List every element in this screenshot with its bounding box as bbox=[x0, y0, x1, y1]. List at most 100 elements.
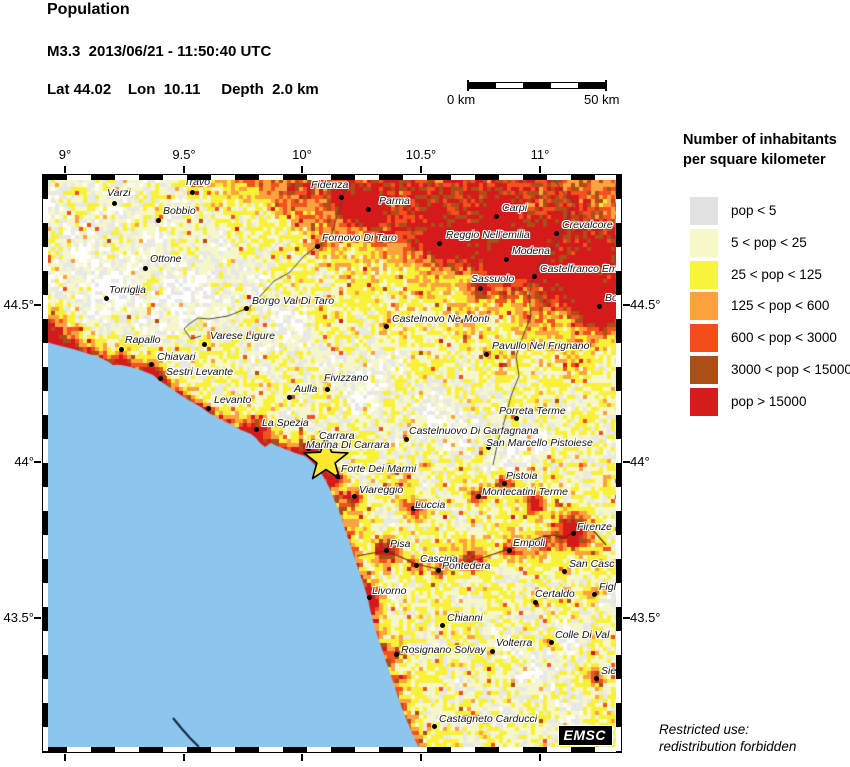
scale-label-fifty: 50 km bbox=[584, 92, 620, 107]
lon-tick bbox=[420, 166, 422, 173]
city-dot bbox=[432, 724, 437, 729]
city-label: Figl bbox=[599, 581, 616, 593]
city-label: Castelfranco Em bbox=[540, 263, 618, 275]
city-dot bbox=[339, 195, 344, 200]
city-dot bbox=[143, 266, 148, 271]
city-dot bbox=[384, 548, 389, 553]
city-label: Firenze bbox=[577, 521, 613, 533]
city-dot bbox=[490, 649, 495, 654]
scale-label-zero: 0 km bbox=[447, 92, 476, 107]
legend-label: pop < 5 bbox=[731, 203, 777, 218]
lon-label-top: 9° bbox=[58, 147, 72, 162]
lon-tick bbox=[64, 166, 66, 173]
city-dot bbox=[514, 416, 519, 421]
lon-label-top: 11° bbox=[530, 147, 550, 162]
legend-swatch bbox=[690, 260, 718, 289]
city-label: Sassuolo bbox=[471, 273, 515, 285]
scale-segment bbox=[496, 83, 524, 88]
city-label: Certaldo bbox=[535, 588, 575, 600]
city-dot bbox=[202, 342, 207, 347]
city-dot bbox=[206, 406, 211, 411]
page-title: Population bbox=[47, 1, 130, 18]
map-scale-bar bbox=[467, 80, 607, 91]
city-label: Sestri Levante bbox=[166, 366, 234, 378]
lon-tick bbox=[539, 166, 541, 173]
lat-tick bbox=[623, 617, 630, 619]
legend-label: 5 < pop < 25 bbox=[731, 234, 807, 250]
city-label: Pavullo Nel Frignano bbox=[492, 340, 590, 352]
city-label: Rosignano Solvay bbox=[401, 644, 486, 656]
scale-end-tick bbox=[467, 80, 469, 91]
scale-segment bbox=[550, 83, 578, 88]
legend-swatch bbox=[690, 228, 718, 257]
city-label: Montecatini Terme bbox=[482, 486, 568, 498]
city-dot bbox=[190, 190, 195, 195]
lat-tick bbox=[623, 304, 630, 306]
legend-swatch bbox=[690, 197, 718, 225]
scale-segment bbox=[577, 83, 606, 88]
city-label: Marina Di Carrara bbox=[306, 439, 390, 451]
emsc-logo: EMSC bbox=[557, 725, 613, 746]
lon-tick bbox=[183, 754, 185, 761]
city-dot bbox=[315, 244, 320, 249]
city-dot bbox=[562, 569, 567, 574]
lon-label-top: 10.5° bbox=[405, 147, 437, 162]
lat-tick bbox=[623, 461, 630, 463]
earthquake-location-depth: Lat 44.02 Lon 10.11 Depth 2.0 km bbox=[47, 81, 319, 98]
city-dot bbox=[437, 241, 442, 246]
city-label: San Casc bbox=[569, 558, 615, 570]
city-dot bbox=[597, 304, 602, 309]
neatline-bottom bbox=[43, 747, 621, 752]
city-label: La Spezia bbox=[262, 417, 309, 429]
city-label: Chiavari bbox=[157, 351, 196, 363]
scale-segment bbox=[469, 83, 497, 88]
legend-title: Number of inhabitants per square kilomet… bbox=[683, 132, 837, 168]
city-dot bbox=[104, 296, 109, 301]
city-label: Bobbio bbox=[163, 205, 196, 217]
lon-tick bbox=[64, 754, 66, 761]
lon-tick bbox=[183, 166, 185, 173]
lat-tick bbox=[34, 617, 41, 619]
legend-swatch bbox=[690, 292, 718, 321]
city-label: Luccia bbox=[415, 499, 446, 511]
city-dot bbox=[394, 652, 399, 657]
city-label: Castelnovo Ne Monti bbox=[392, 313, 490, 325]
city-dot bbox=[306, 446, 311, 451]
city-dot bbox=[507, 548, 512, 553]
lat-tick bbox=[34, 461, 41, 463]
lat-label-right: 43.5° bbox=[630, 610, 661, 625]
city-label: Fidenza bbox=[311, 179, 349, 191]
city-label: Pistoia bbox=[506, 470, 538, 482]
city-label: Fivizzano bbox=[324, 372, 369, 384]
legend-label: 600 < pop < 3000 bbox=[731, 330, 837, 346]
lat-label-left: 43.5° bbox=[3, 610, 34, 625]
legend-swatch bbox=[690, 356, 718, 384]
lon-tick bbox=[420, 754, 422, 761]
city-label: Aulla bbox=[294, 383, 318, 395]
lon-label-top: 10° bbox=[292, 147, 312, 162]
neatline-left bbox=[43, 175, 48, 752]
city-label: Crevalcore bbox=[562, 219, 613, 231]
scale-end-tick bbox=[605, 80, 607, 91]
city-dot bbox=[504, 257, 509, 262]
city-dot bbox=[594, 676, 599, 681]
city-dot bbox=[112, 201, 117, 206]
legend-label: 3000 < pop < 15000 bbox=[731, 362, 850, 377]
city-label: Empoli bbox=[513, 537, 546, 549]
city-dot bbox=[254, 427, 259, 432]
city-label: Livorno bbox=[372, 585, 407, 597]
neatline-right bbox=[616, 175, 621, 752]
city-label: Carrara bbox=[319, 430, 355, 442]
city-dot bbox=[478, 286, 483, 291]
city-label: Reggio Nell'emilia bbox=[446, 229, 530, 241]
city-dot bbox=[440, 623, 445, 628]
legend-swatch bbox=[690, 387, 718, 416]
scale-segment bbox=[523, 83, 551, 88]
city-label: Fornovo Di Taro bbox=[322, 232, 397, 244]
city-label: Varzi bbox=[107, 187, 131, 199]
city-label: Modena bbox=[512, 245, 550, 257]
city-dot bbox=[414, 563, 419, 568]
city-dot bbox=[486, 445, 491, 450]
lat-label-left: 44.5° bbox=[3, 297, 34, 312]
lat-tick bbox=[34, 304, 41, 306]
